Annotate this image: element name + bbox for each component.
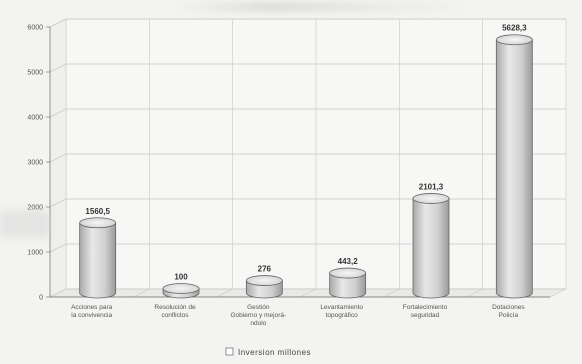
legend-swatch — [225, 347, 234, 356]
bar-body — [412, 198, 450, 299]
bar — [495, 34, 533, 299]
x-tick-label-line: conflictos — [161, 312, 189, 319]
label-layer: 1560,5 Acciones para la convivencia 100 Reso… — [71, 24, 527, 327]
bar-layer — [79, 34, 533, 299]
bar — [412, 193, 450, 299]
y-tick-label: 1000 — [27, 250, 43, 257]
y-tick-label: 2000 — [27, 205, 43, 212]
bar-top — [245, 275, 283, 286]
x-tick-label: Gestión Gobierno y mejorá-ndolo — [231, 304, 287, 327]
x-tick-label-line: Levantamiento — [320, 304, 363, 311]
bar — [245, 275, 283, 299]
y-tick-label: 3000 — [27, 160, 43, 167]
data-label: 2101,3 — [419, 182, 444, 191]
axis-layer: 0 1000 2000 3000 4000 5000 6000 — [27, 25, 550, 302]
y-tick-label: 5000 — [27, 70, 43, 77]
legend-label: Inversion millones — [238, 348, 311, 357]
data-label: 5628,3 — [502, 24, 527, 33]
data-label: 1560,5 — [85, 207, 110, 216]
bar-top — [79, 217, 117, 229]
x-tick-label-line: topográfico — [326, 312, 359, 319]
x-tick-label-line: Policía — [499, 312, 519, 319]
bar-top — [495, 34, 533, 46]
y-tick-label: 0 — [39, 295, 43, 302]
blurred-title-region — [175, 2, 465, 12]
floor-divider — [466, 288, 483, 298]
x-tick-label-line: la convivencia — [71, 312, 112, 319]
blurred-side-region — [0, 210, 50, 238]
x-tick-label: Dotaciones Policía — [492, 304, 525, 319]
x-tick-label-line: Gestión — [247, 304, 270, 311]
y-tick-label: 6000 — [27, 25, 43, 32]
floor-divider — [216, 288, 233, 298]
x-tick-label-line: Acciones para — [71, 304, 113, 311]
x-tick-label: Fortalecimiento seguridad — [403, 304, 448, 319]
bar-body — [329, 272, 367, 299]
bar — [329, 267, 367, 299]
x-tick-label-line: ndolo — [250, 320, 266, 327]
bar-top — [329, 267, 367, 279]
floor-divider — [299, 288, 317, 298]
bar-top — [412, 193, 450, 204]
x-tick-label: Resolución de conflictos — [154, 304, 196, 319]
x-tick-label: Levantamiento topográfico — [320, 304, 363, 319]
bar-body — [495, 39, 533, 299]
data-label: 100 — [174, 273, 188, 282]
x-tick-label-line: Gobierno y mejorá- — [231, 312, 287, 319]
bar-top — [162, 283, 200, 294]
bar — [79, 217, 117, 299]
x-tick-label-line: Dotaciones — [492, 304, 525, 311]
legend: Inversion millones — [225, 347, 311, 357]
data-label: 443,2 — [338, 257, 359, 266]
x-tick-label-line: Resolución de — [154, 304, 196, 311]
grid-layer — [49, 18, 567, 298]
y-tick-label: 4000 — [27, 115, 43, 122]
bar-body — [79, 222, 117, 299]
x-tick-label-line: seguridad — [411, 312, 440, 319]
floor-divider — [133, 288, 150, 298]
floor-divider — [383, 288, 400, 298]
x-tick-label: Acciones para la convivencia — [71, 304, 113, 319]
data-label: 276 — [258, 265, 272, 274]
bar — [162, 283, 200, 299]
x-tick-label-line: Fortalecimiento — [403, 304, 448, 311]
